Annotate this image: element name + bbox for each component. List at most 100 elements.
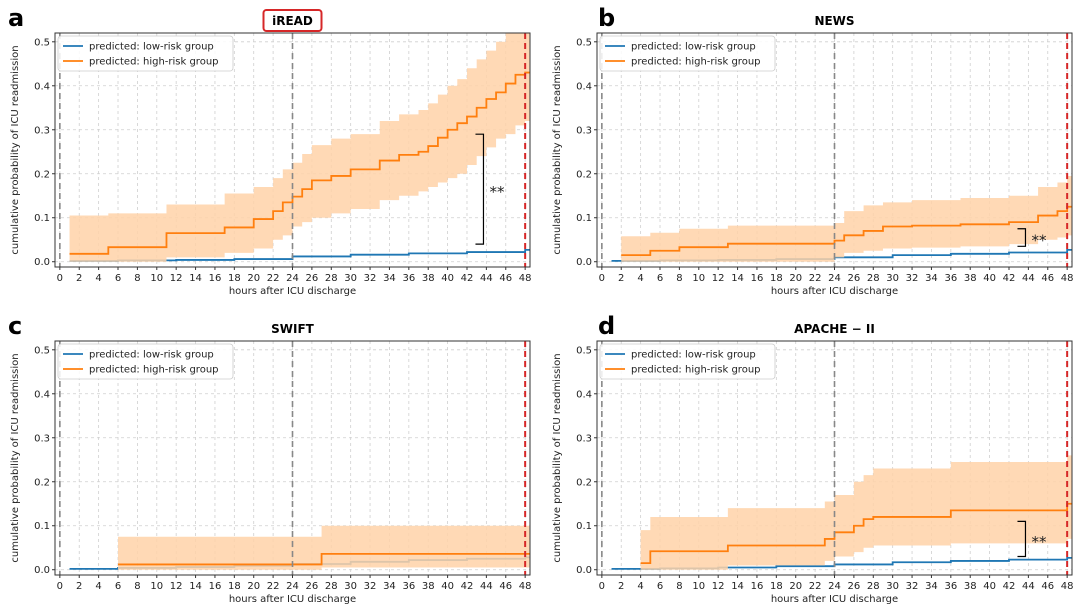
significance-bracket: [475, 133, 485, 245]
x-tick-label: 38: [422, 273, 435, 284]
x-tick-label: 40: [441, 273, 454, 284]
x-tick-label: 32: [906, 581, 919, 592]
legend: predicted: low-risk group predicted: high…: [57, 35, 234, 72]
x-tick-label: 40: [983, 581, 996, 592]
x-tick-label: 16: [751, 581, 764, 592]
y-tick-label: 0.4: [576, 81, 592, 92]
x-tick-label: 8: [676, 273, 682, 284]
legend: predicted: low-risk group predicted: high…: [57, 343, 234, 380]
y-tick-label: 0.4: [576, 389, 592, 400]
x-tick-label: 26: [848, 581, 861, 592]
x-tick-label: 8: [134, 273, 140, 284]
x-tick-label: 12: [170, 273, 183, 284]
x-tick-label: 18: [770, 273, 783, 284]
confidence-band-high-risk: [621, 175, 1072, 262]
legend-box: [57, 343, 234, 380]
x-tick-label: 2: [76, 273, 82, 284]
legend-label: predicted: low-risk group: [89, 350, 214, 361]
x-tick-label: 10: [150, 273, 163, 284]
y-tick-label: 0.5: [576, 345, 592, 356]
x-tick-label: 42: [461, 273, 474, 284]
legend-label: predicted: high-risk group: [89, 57, 219, 68]
legend: predicted: low-risk group predicted: high…: [599, 343, 776, 380]
title-highlight-box: [262, 9, 323, 32]
x-tick-label: 6: [657, 273, 663, 284]
x-tick-label: 2: [76, 581, 82, 592]
x-tick-label: 14: [731, 581, 744, 592]
x-tick-label: 48: [519, 273, 532, 284]
x-axis-label: hours after ICU discharge: [229, 594, 356, 605]
x-tick-label: 28: [867, 581, 880, 592]
y-tick-label: 0.1: [576, 213, 592, 224]
chart-title: NEWS: [814, 14, 854, 28]
x-tick-label: 16: [209, 273, 222, 284]
x-tick-label: 42: [461, 581, 474, 592]
y-tick-label: 0.4: [34, 389, 50, 400]
y-tick-label: 0.1: [34, 521, 50, 532]
x-tick-label: 20: [247, 581, 260, 592]
chart-title: iREAD: [272, 14, 313, 28]
x-tick-label: 0: [57, 581, 63, 592]
plot-area: [69, 33, 530, 262]
x-tick-label: 44: [1022, 273, 1035, 284]
x-tick-label: 36: [402, 581, 415, 592]
x-tick-label: 32: [364, 273, 377, 284]
y-tick-label: 0.3: [576, 125, 592, 136]
x-tick-label: 30: [886, 273, 899, 284]
x-tick-label: 4: [95, 273, 101, 284]
x-tick-label: 2: [618, 273, 624, 284]
y-tick-label: 0.2: [34, 169, 50, 180]
plot-area: [611, 175, 1072, 262]
x-tick-label: 0: [57, 273, 63, 284]
x-tick-label: 34: [925, 273, 938, 284]
panel-d: d APACHE − II0 2 4 6 8 10 12 14 16 18 20 22 24 26 28 30 3…: [552, 312, 1074, 605]
x-tick-label: 6: [115, 581, 121, 592]
x-tick-label: 16: [751, 273, 764, 284]
y-tick-label: 0.3: [576, 433, 592, 444]
y-axis-label: cumulative probability of ICU readmissio…: [10, 353, 21, 562]
x-axis-label: hours after ICU discharge: [771, 286, 898, 297]
panel-letter: b: [598, 4, 615, 32]
x-tick-label: 24: [828, 581, 841, 592]
y-tick-label: 0.1: [576, 521, 592, 532]
x-tick-label: 0: [599, 273, 605, 284]
x-tick-label: 20: [789, 273, 802, 284]
x-axis-label: hours after ICU discharge: [771, 594, 898, 605]
x-tick-label: 16: [209, 581, 222, 592]
significance-label: **: [489, 183, 505, 201]
legend-box: [599, 343, 776, 380]
x-tick-label: 38: [964, 273, 977, 284]
x-tick-label: 4: [95, 581, 101, 592]
y-tick-label: 0.2: [34, 477, 50, 488]
y-tick-label: 0.3: [34, 433, 50, 444]
x-tick-label: 40: [441, 581, 454, 592]
y-tick-label: 0.0: [576, 565, 592, 576]
y-tick-label: 0.0: [34, 257, 50, 268]
y-tick-label: 0.0: [34, 565, 50, 576]
x-tick-label: 10: [692, 581, 705, 592]
y-tick-label: 0.5: [34, 37, 50, 48]
legend-label: predicted: high-risk group: [631, 365, 761, 376]
legend-label: predicted: low-risk group: [89, 42, 214, 53]
confidence-band-high-risk: [69, 33, 530, 262]
x-tick-label: 26: [306, 581, 319, 592]
x-tick-label: 12: [712, 581, 725, 592]
y-tick-label: 0.5: [34, 345, 50, 356]
x-tick-label: 36: [944, 581, 957, 592]
series-line-high-risk: [69, 71, 530, 255]
x-tick-label: 14: [731, 273, 744, 284]
x-tick-label: 48: [1061, 581, 1074, 592]
x-tick-label: 36: [402, 273, 415, 284]
x-tick-label: 22: [809, 273, 822, 284]
x-tick-label: 8: [676, 581, 682, 592]
x-tick-label: 44: [1022, 581, 1035, 592]
x-tick-label: 38: [964, 581, 977, 592]
x-tick-label: 38: [422, 581, 435, 592]
x-tick-label: 6: [657, 581, 663, 592]
x-tick-label: 14: [189, 581, 202, 592]
y-tick-label: 0.5: [576, 37, 592, 48]
x-tick-label: 26: [306, 273, 319, 284]
x-tick-label: 46: [499, 273, 512, 284]
